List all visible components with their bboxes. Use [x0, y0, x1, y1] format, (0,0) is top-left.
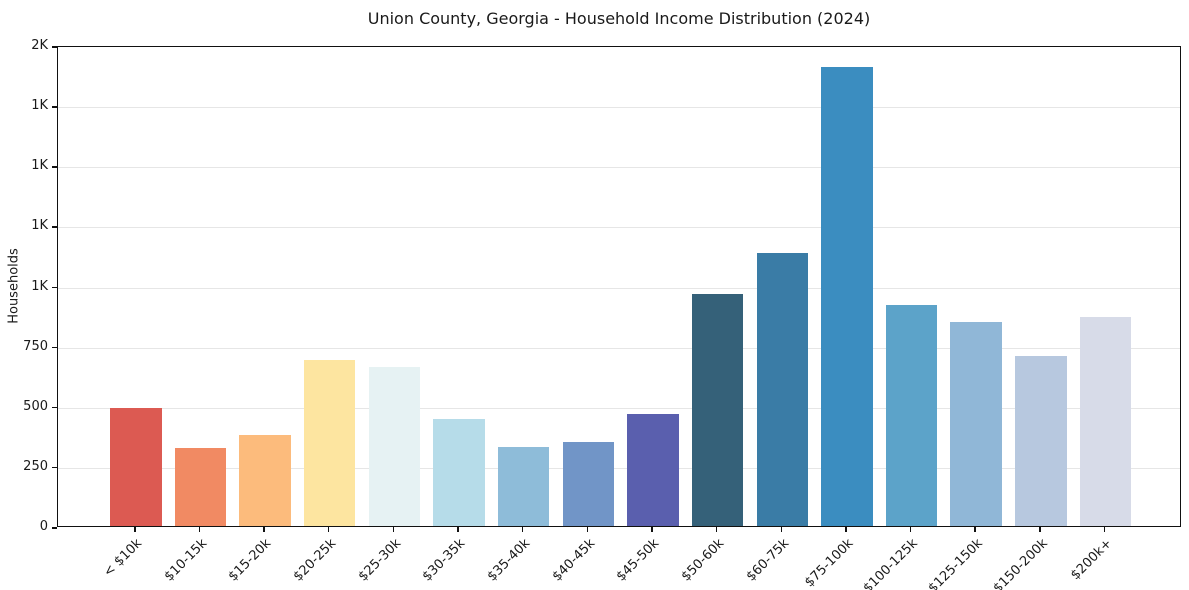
- y-tick-label: 250: [23, 458, 48, 474]
- x-tick-mark: [586, 527, 589, 532]
- y-tick-label: 0: [39, 519, 48, 534]
- y-tick-label: 500: [23, 398, 48, 414]
- x-tick-label: $30-35k: [420, 536, 469, 585]
- y-tick-label: 1K: [31, 218, 48, 234]
- x-tick-mark: [1039, 527, 1041, 532]
- y-tick-mark: [52, 286, 57, 288]
- gridline: [58, 467, 1180, 469]
- x-tick-mark: [715, 527, 718, 532]
- y-tick-mark: [52, 226, 57, 228]
- x-tick-label: $50-60k: [678, 536, 728, 585]
- x-tick-label: $60-75k: [743, 536, 792, 585]
- plot-area: [57, 46, 1181, 527]
- gridline: [58, 347, 1180, 349]
- x-tick-label: $15-20k: [226, 536, 275, 585]
- x-tick-label: $10-15k: [161, 536, 211, 585]
- y-tick-mark: [52, 346, 57, 349]
- x-tick-mark: [521, 527, 524, 532]
- bar-$35-40k: [497, 446, 550, 526]
- bar-$15-20k: [239, 434, 291, 526]
- x-tick-label: < $10k: [101, 536, 146, 581]
- bar-$20-25k: [303, 360, 356, 526]
- x-tick-label: $35-40k: [484, 536, 534, 585]
- bar-$30-35k: [433, 418, 485, 526]
- y-tick-mark: [52, 46, 57, 48]
- gridline: [58, 407, 1180, 409]
- x-tick-mark: [392, 527, 395, 532]
- x-tick-label: $100-125k: [860, 536, 922, 590]
- bar-$50-60k: [691, 293, 744, 526]
- x-tick-mark: [134, 527, 136, 532]
- bar-$60-75k: [756, 253, 808, 526]
- x-tick-label: $20-25k: [290, 536, 340, 585]
- bar-< $10k: [110, 408, 162, 526]
- bar-$45-50k: [627, 414, 679, 526]
- x-tick-label: $40-45k: [549, 536, 598, 585]
- x-tick-mark: [974, 527, 976, 532]
- bar-$10-15k: [174, 447, 227, 526]
- x-tick-label: $150-200k: [990, 536, 1051, 590]
- bar-$125-150k: [950, 321, 1002, 526]
- gridline: [58, 227, 1180, 229]
- x-tick-mark: [845, 527, 847, 532]
- bar-$40-45k: [562, 441, 615, 526]
- x-tick-mark: [1103, 527, 1106, 532]
- y-tick-label: 1K: [31, 278, 48, 294]
- x-tick-label: $125-150k: [925, 536, 986, 590]
- x-tick-mark: [198, 527, 201, 532]
- gridline: [58, 167, 1180, 169]
- x-tick-label: $75-100k: [802, 536, 857, 590]
- x-tick-mark: [327, 527, 330, 532]
- x-tick-label: $45-50k: [614, 536, 663, 585]
- y-tick-mark: [52, 406, 57, 409]
- gridline: [58, 107, 1180, 109]
- y-tick-mark: [52, 466, 57, 469]
- x-tick-mark: [457, 527, 459, 532]
- x-tick-mark: [909, 527, 912, 532]
- x-tick-mark: [780, 527, 782, 532]
- y-tick-label: 2K: [31, 38, 48, 53]
- y-tick-mark: [52, 527, 57, 529]
- chart-title: Union County, Georgia - Household Income…: [367, 9, 871, 28]
- y-tick-mark: [52, 106, 57, 108]
- y-tick-label: 1K: [31, 98, 48, 114]
- bar-$150-200k: [1015, 356, 1067, 526]
- x-tick-mark: [263, 527, 265, 532]
- x-tick-mark: [651, 527, 653, 532]
- y-tick-label: 750: [23, 338, 48, 354]
- gridline: [58, 287, 1180, 289]
- y-tick-label: 1K: [31, 158, 48, 174]
- x-tick-label: $25-30k: [355, 536, 404, 585]
- bar-$100-125k: [885, 304, 938, 526]
- bar-$75-100k: [821, 66, 873, 526]
- y-tick-mark: [52, 166, 57, 168]
- x-tick-label: $200k+: [1068, 536, 1116, 584]
- bar-$200k+: [1079, 316, 1132, 526]
- bar-$25-30k: [368, 367, 421, 526]
